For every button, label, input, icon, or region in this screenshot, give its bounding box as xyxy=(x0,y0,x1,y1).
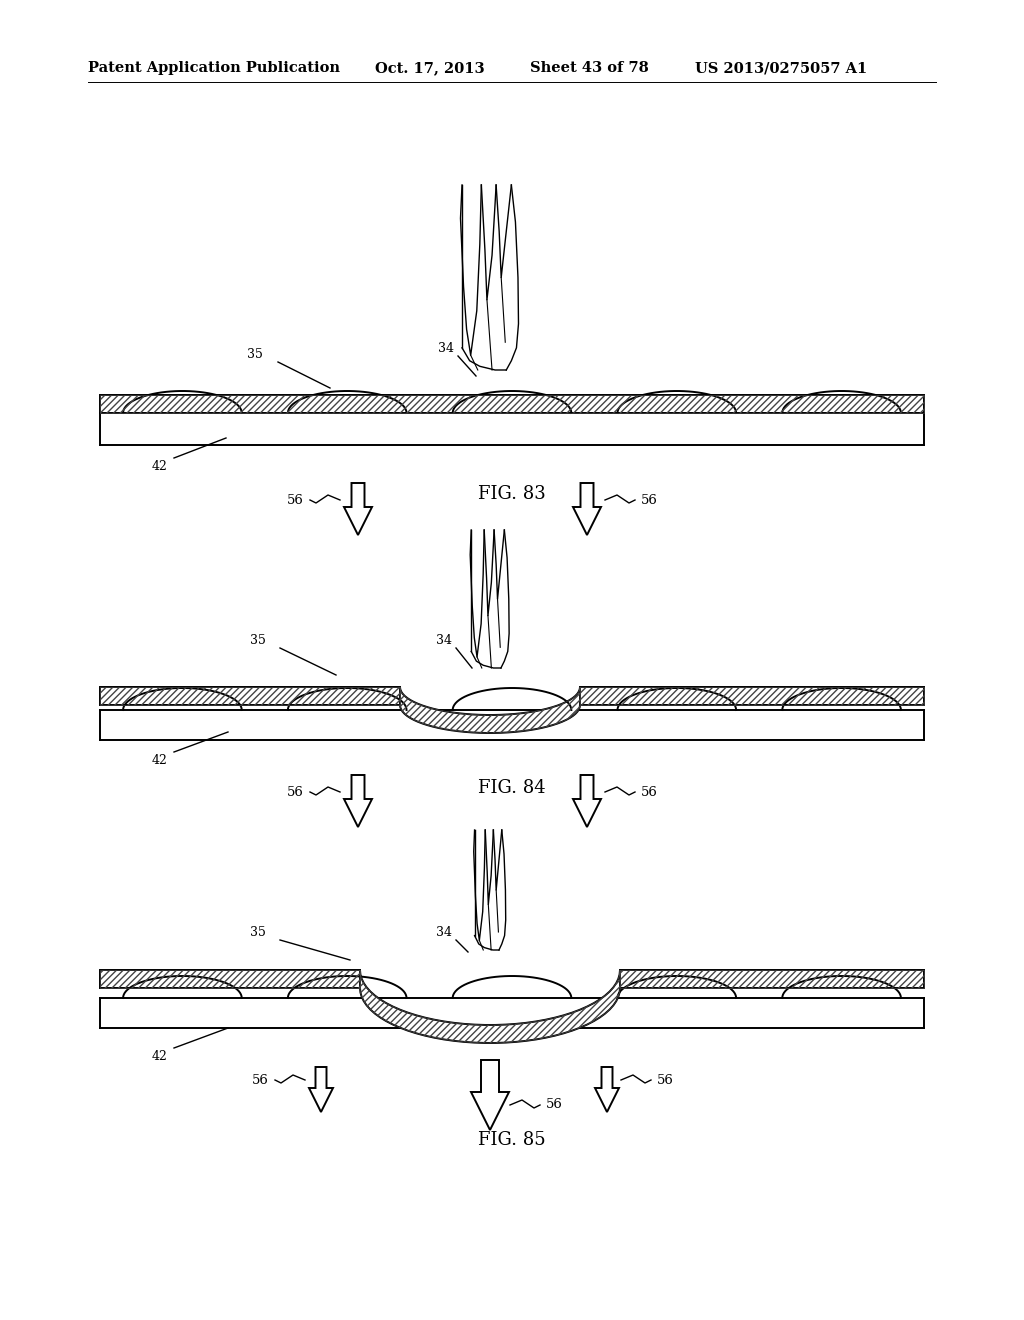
Text: 34: 34 xyxy=(436,927,452,940)
Text: 42: 42 xyxy=(152,459,168,473)
Text: FIG. 83: FIG. 83 xyxy=(478,484,546,503)
Text: 34: 34 xyxy=(438,342,454,355)
Polygon shape xyxy=(595,1067,618,1111)
Polygon shape xyxy=(344,775,372,828)
Bar xyxy=(100,395,924,413)
Polygon shape xyxy=(573,483,601,535)
Polygon shape xyxy=(360,970,620,1043)
Bar xyxy=(100,970,360,987)
Text: 56: 56 xyxy=(252,1073,269,1086)
Text: 35: 35 xyxy=(250,635,266,648)
Text: Patent Application Publication: Patent Application Publication xyxy=(88,61,340,75)
Bar xyxy=(620,970,924,987)
Bar xyxy=(100,970,360,987)
Text: FIG. 84: FIG. 84 xyxy=(478,779,546,797)
Bar xyxy=(100,395,924,413)
Polygon shape xyxy=(344,483,372,535)
Text: 42: 42 xyxy=(152,1049,168,1063)
Bar xyxy=(580,686,924,705)
Text: 35: 35 xyxy=(247,348,263,362)
Bar xyxy=(620,970,924,987)
Bar xyxy=(580,686,924,705)
Text: 56: 56 xyxy=(641,494,657,507)
Text: 56: 56 xyxy=(546,1098,563,1111)
Text: 34: 34 xyxy=(436,635,452,648)
Text: US 2013/0275057 A1: US 2013/0275057 A1 xyxy=(695,61,867,75)
Text: 56: 56 xyxy=(287,494,304,507)
Text: 56: 56 xyxy=(641,785,657,799)
Bar xyxy=(100,686,400,705)
Text: 56: 56 xyxy=(287,785,304,799)
Text: 42: 42 xyxy=(152,754,168,767)
Bar xyxy=(100,686,400,705)
Text: Oct. 17, 2013: Oct. 17, 2013 xyxy=(375,61,484,75)
Polygon shape xyxy=(309,1067,333,1111)
Text: 56: 56 xyxy=(657,1073,674,1086)
Text: Sheet 43 of 78: Sheet 43 of 78 xyxy=(530,61,649,75)
Polygon shape xyxy=(471,1060,509,1130)
Text: FIG. 85: FIG. 85 xyxy=(478,1131,546,1148)
Text: 35: 35 xyxy=(250,927,266,940)
Polygon shape xyxy=(573,775,601,828)
Polygon shape xyxy=(400,686,580,733)
